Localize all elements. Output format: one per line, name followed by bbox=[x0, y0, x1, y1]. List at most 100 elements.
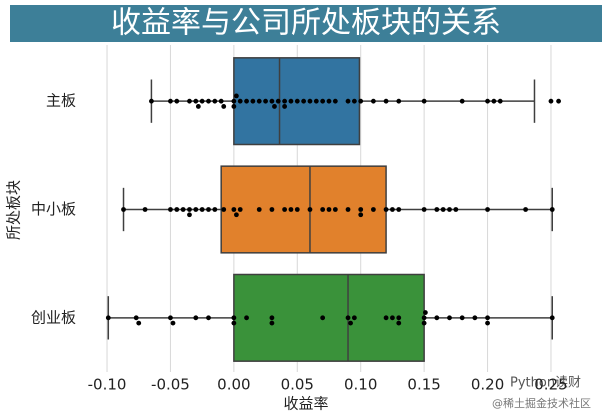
point bbox=[396, 315, 402, 321]
point bbox=[497, 98, 503, 104]
chart-title: 收益率与公司所处板块的关系 bbox=[111, 6, 501, 41]
point bbox=[231, 98, 237, 104]
point bbox=[485, 98, 490, 104]
x-tick-label: -0.05 bbox=[151, 376, 190, 394]
point bbox=[275, 98, 281, 104]
watermark: Python读财 bbox=[510, 376, 581, 391]
y-tick-label: 中小板 bbox=[31, 200, 76, 218]
point bbox=[423, 310, 428, 315]
point bbox=[218, 98, 224, 104]
point bbox=[313, 98, 319, 104]
point bbox=[269, 98, 275, 104]
point bbox=[345, 207, 351, 212]
point bbox=[434, 315, 440, 321]
point bbox=[193, 98, 199, 104]
point bbox=[320, 315, 326, 321]
point bbox=[282, 207, 288, 212]
point bbox=[453, 207, 459, 212]
point bbox=[459, 98, 465, 104]
point bbox=[421, 320, 427, 326]
point bbox=[168, 315, 173, 321]
point bbox=[326, 207, 332, 212]
point bbox=[244, 315, 249, 321]
point bbox=[206, 207, 211, 212]
point bbox=[345, 315, 351, 321]
point bbox=[231, 320, 237, 326]
point bbox=[282, 98, 288, 104]
point bbox=[294, 207, 300, 212]
point bbox=[370, 98, 376, 104]
point bbox=[459, 315, 465, 321]
point bbox=[250, 98, 256, 104]
point bbox=[187, 207, 192, 212]
x-tick-label: 0.20 bbox=[471, 376, 504, 394]
y-axis-label: 所处板块 bbox=[5, 180, 23, 240]
point bbox=[472, 315, 478, 321]
point bbox=[421, 207, 427, 212]
point bbox=[351, 315, 357, 321]
point bbox=[149, 98, 154, 104]
point bbox=[358, 98, 364, 104]
point bbox=[390, 315, 395, 321]
point bbox=[288, 207, 294, 212]
point bbox=[370, 207, 376, 212]
point bbox=[548, 98, 554, 104]
watermark: @稀土掘金技术社区 bbox=[492, 396, 591, 410]
point bbox=[523, 207, 529, 212]
point bbox=[212, 98, 218, 104]
point bbox=[549, 315, 555, 321]
point bbox=[358, 207, 364, 212]
point bbox=[170, 320, 176, 326]
point bbox=[174, 98, 180, 104]
point bbox=[307, 98, 313, 104]
point bbox=[447, 207, 452, 212]
point bbox=[320, 98, 326, 104]
point bbox=[421, 315, 427, 321]
point bbox=[237, 98, 243, 104]
point bbox=[212, 207, 218, 212]
point bbox=[187, 212, 192, 218]
point bbox=[221, 207, 227, 212]
point bbox=[231, 104, 237, 109]
point bbox=[294, 98, 300, 104]
point bbox=[421, 98, 427, 104]
point bbox=[199, 98, 205, 104]
point bbox=[288, 98, 294, 104]
point bbox=[269, 207, 275, 212]
x-tick-label: -0.10 bbox=[88, 376, 127, 394]
x-axis-label: 收益率 bbox=[283, 395, 328, 413]
point bbox=[180, 207, 186, 212]
point bbox=[269, 320, 275, 326]
point bbox=[396, 320, 402, 326]
point bbox=[234, 212, 239, 218]
point bbox=[133, 315, 139, 321]
point bbox=[351, 98, 357, 104]
x-tick-label: 0.15 bbox=[407, 376, 440, 394]
point bbox=[345, 98, 351, 104]
point bbox=[193, 315, 199, 321]
point bbox=[383, 98, 389, 104]
point bbox=[234, 93, 239, 99]
point bbox=[168, 207, 173, 212]
point bbox=[199, 207, 205, 212]
point bbox=[307, 207, 313, 212]
x-tick-label: 0.00 bbox=[217, 376, 250, 394]
x-tick-label: 0.25 bbox=[534, 376, 567, 394]
point bbox=[447, 315, 452, 321]
point bbox=[121, 207, 126, 212]
point bbox=[282, 104, 288, 109]
point bbox=[332, 98, 338, 104]
point bbox=[440, 207, 446, 212]
point bbox=[390, 207, 395, 212]
x-tick-label: 0.10 bbox=[344, 376, 377, 394]
x-tick-label: 0.05 bbox=[281, 376, 314, 394]
point bbox=[237, 207, 243, 212]
y-tick-label: 主板 bbox=[46, 92, 76, 110]
point bbox=[358, 212, 364, 218]
title-banner bbox=[10, 5, 602, 42]
point bbox=[206, 98, 211, 104]
point bbox=[231, 207, 237, 212]
point bbox=[187, 98, 192, 104]
point bbox=[485, 320, 490, 326]
